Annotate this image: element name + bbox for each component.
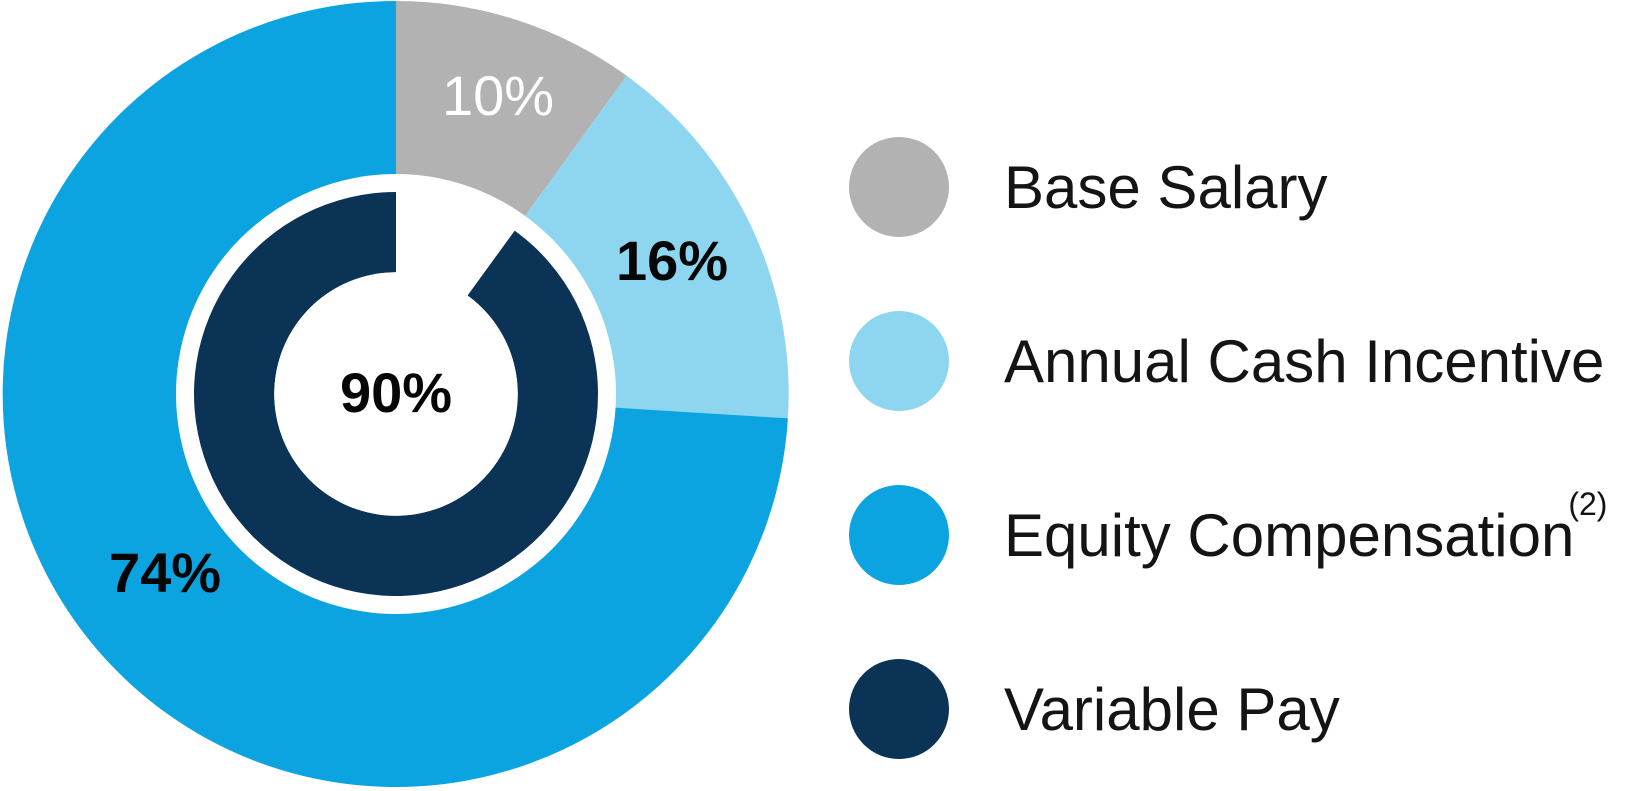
svg-text:16%: 16%	[616, 229, 728, 292]
svg-text:74%: 74%	[109, 541, 221, 604]
svg-text:10%: 10%	[442, 64, 554, 127]
svg-text:90%: 90%	[340, 361, 452, 424]
